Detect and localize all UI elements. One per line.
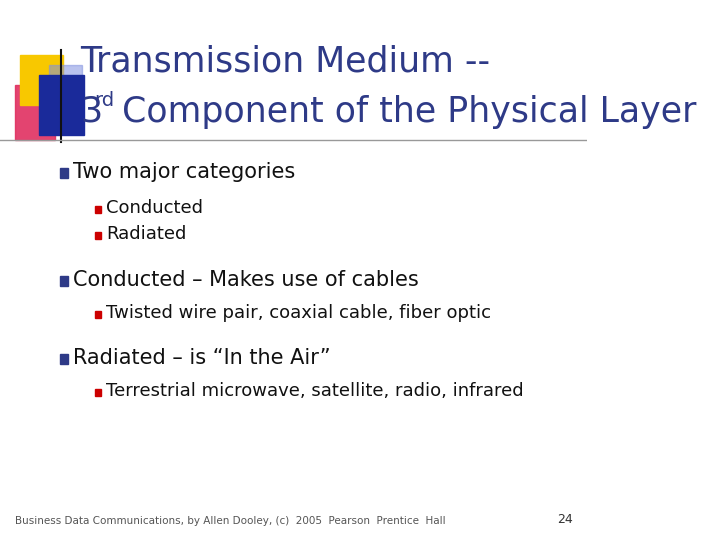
Bar bbox=[96, 310, 101, 318]
Bar bbox=[49, 65, 81, 120]
Bar bbox=[60, 168, 68, 178]
Text: rd: rd bbox=[94, 91, 114, 110]
Text: Two major categories: Two major categories bbox=[73, 162, 296, 182]
Bar bbox=[60, 354, 68, 364]
Text: Twisted wire pair, coaxial cable, fiber optic: Twisted wire pair, coaxial cable, fiber … bbox=[106, 304, 491, 322]
Text: Radiated – is “In the Air”: Radiated – is “In the Air” bbox=[73, 348, 331, 368]
Text: Component of the Physical Layer: Component of the Physical Layer bbox=[111, 95, 696, 129]
Bar bbox=[96, 232, 101, 239]
Bar bbox=[96, 388, 101, 395]
Text: Transmission Medium --: Transmission Medium -- bbox=[80, 45, 490, 79]
Text: Conducted: Conducted bbox=[106, 199, 203, 217]
Text: 3: 3 bbox=[80, 95, 102, 129]
Text: 24: 24 bbox=[557, 513, 572, 526]
Bar bbox=[60, 276, 68, 286]
Text: Radiated: Radiated bbox=[106, 225, 186, 243]
Text: Business Data Communications, by Allen Dooley, (c)  2005  Pearson  Prentice  Hal: Business Data Communications, by Allen D… bbox=[14, 516, 445, 526]
Text: Terrestrial microwave, satellite, radio, infrared: Terrestrial microwave, satellite, radio,… bbox=[106, 382, 523, 400]
Text: Conducted – Makes use of cables: Conducted – Makes use of cables bbox=[73, 270, 419, 290]
Bar bbox=[20, 55, 63, 105]
Bar bbox=[14, 85, 55, 140]
Bar bbox=[39, 75, 84, 135]
Bar bbox=[96, 206, 101, 213]
